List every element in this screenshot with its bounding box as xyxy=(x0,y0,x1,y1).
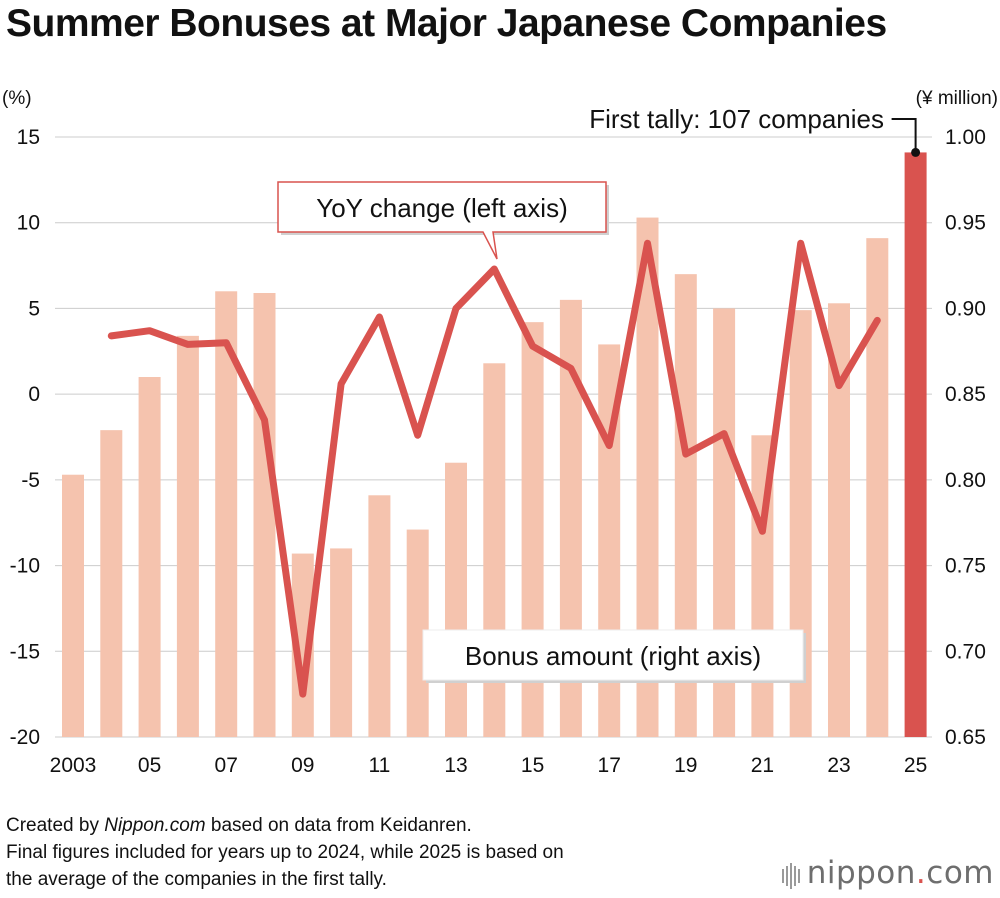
first-tally-leader xyxy=(891,118,917,153)
note-line-3: the average of the companies in the firs… xyxy=(6,869,387,890)
bar xyxy=(176,335,199,737)
x-tick-label: 23 xyxy=(827,754,850,777)
line-point xyxy=(378,316,380,318)
left-tick-label: -5 xyxy=(21,469,40,492)
bar xyxy=(559,299,582,737)
line-point xyxy=(302,693,304,695)
left-tick-label: 0 xyxy=(28,383,40,406)
chart-title: Summer Bonuses at Major Japanese Compani… xyxy=(6,2,887,45)
right-tick-label: 0.90 xyxy=(945,297,986,320)
annotations: First tally: 107 companies YoY change (le… xyxy=(277,104,921,683)
nippon-logo: nippon.com xyxy=(781,855,994,893)
line-point xyxy=(417,434,419,436)
bonus-callout-box xyxy=(422,629,804,681)
left-tick-label: -10 xyxy=(10,555,40,578)
right-axis: 1.00 0.95 0.90 0.85 0.80 0.75 0.70 0.65 xyxy=(945,126,986,749)
line-point xyxy=(340,383,342,385)
line-point xyxy=(110,335,112,337)
x-tick-label: 19 xyxy=(674,754,697,777)
line-point xyxy=(493,268,495,270)
line-point xyxy=(187,343,189,345)
left-tick-label: 15 xyxy=(17,126,40,149)
line-point xyxy=(723,433,725,435)
x-tick-label: 07 xyxy=(215,754,238,777)
bar xyxy=(100,430,123,737)
left-axis-unit: (%) xyxy=(2,88,32,109)
right-tick-label: 0.75 xyxy=(945,555,986,578)
line-point xyxy=(149,330,151,332)
right-tick-label: 0.95 xyxy=(945,212,986,235)
x-tick-label: 15 xyxy=(521,754,544,777)
yoy-callout-label: YoY change (left axis) xyxy=(316,193,568,223)
source-name: Nippon.com xyxy=(104,815,206,836)
left-tick-label: -15 xyxy=(10,640,40,663)
left-axis: 15 10 5 0 -5 -10 -15 -20 xyxy=(10,126,40,749)
line-point xyxy=(647,242,648,244)
line-point xyxy=(761,530,763,532)
line-point xyxy=(264,419,265,421)
bar xyxy=(406,529,429,737)
line-point xyxy=(800,242,802,244)
left-tick-label: 5 xyxy=(28,297,40,320)
bar xyxy=(828,303,850,737)
line-series xyxy=(107,239,881,698)
logo-mark-icon xyxy=(781,857,802,893)
x-tick-label: 09 xyxy=(291,754,314,777)
x-tick-label: 13 xyxy=(444,754,467,777)
first-tally-label: First tally: 107 companies xyxy=(589,104,884,134)
right-axis-unit: (¥ million) xyxy=(916,88,998,109)
right-tick-label: 0.65 xyxy=(945,726,986,749)
x-tick-label: 11 xyxy=(368,754,390,777)
line-point xyxy=(876,319,878,321)
line-point xyxy=(455,307,457,309)
bar xyxy=(291,553,314,737)
logo-tld: com xyxy=(926,855,994,891)
source-note: Created by Nippon.com based on data from… xyxy=(6,812,564,839)
bar xyxy=(330,548,353,737)
chart: 15 10 5 0 -5 -10 -15 -20 1.00 0.95 0.90 0.85 0.80 0.… xyxy=(2,88,998,777)
first-tally-marker xyxy=(911,147,921,157)
line-point xyxy=(608,445,610,447)
footnotes: Created by Nippon.com based on data from… xyxy=(6,812,564,893)
x-tick-label: 21 xyxy=(751,754,774,777)
source-suffix: based on data from Keidanren. xyxy=(205,815,472,836)
line-point xyxy=(532,345,534,347)
yoy-callout-box xyxy=(277,181,607,260)
bar xyxy=(62,474,84,737)
line-point xyxy=(225,342,227,344)
bar xyxy=(215,291,238,737)
bar xyxy=(866,238,889,737)
logo-name: nippon xyxy=(806,855,916,891)
bar xyxy=(904,152,927,737)
bar xyxy=(253,293,276,737)
x-tick-label: 25 xyxy=(904,754,927,777)
bar xyxy=(445,462,467,737)
right-tick-label: 1.00 xyxy=(945,126,986,149)
bar xyxy=(138,377,161,737)
logo-dot: . xyxy=(915,855,927,891)
left-tick-label: 10 xyxy=(17,212,40,235)
bonus-callout-label: Bonus amount (right axis) xyxy=(465,641,761,671)
x-axis: 2003 05 07 09 11 13 15 17 19 21 23 25 xyxy=(50,754,928,777)
bar xyxy=(368,495,391,737)
line-point xyxy=(838,385,840,387)
left-tick-label: -20 xyxy=(10,726,40,749)
bars xyxy=(62,152,927,738)
right-tick-label: 0.80 xyxy=(945,469,986,492)
x-tick-label: 2003 xyxy=(50,754,97,777)
bar xyxy=(674,274,697,737)
note-line-2: Final figures included for years up to 2… xyxy=(6,842,564,863)
x-tick-label: 17 xyxy=(598,754,621,777)
line-point xyxy=(570,367,572,369)
line-point xyxy=(685,453,687,455)
source-prefix: Created by xyxy=(6,815,105,836)
x-tick-label: 05 xyxy=(138,754,161,777)
bar xyxy=(636,217,659,738)
right-tick-label: 0.70 xyxy=(945,640,986,663)
right-tick-label: 0.85 xyxy=(945,383,986,406)
